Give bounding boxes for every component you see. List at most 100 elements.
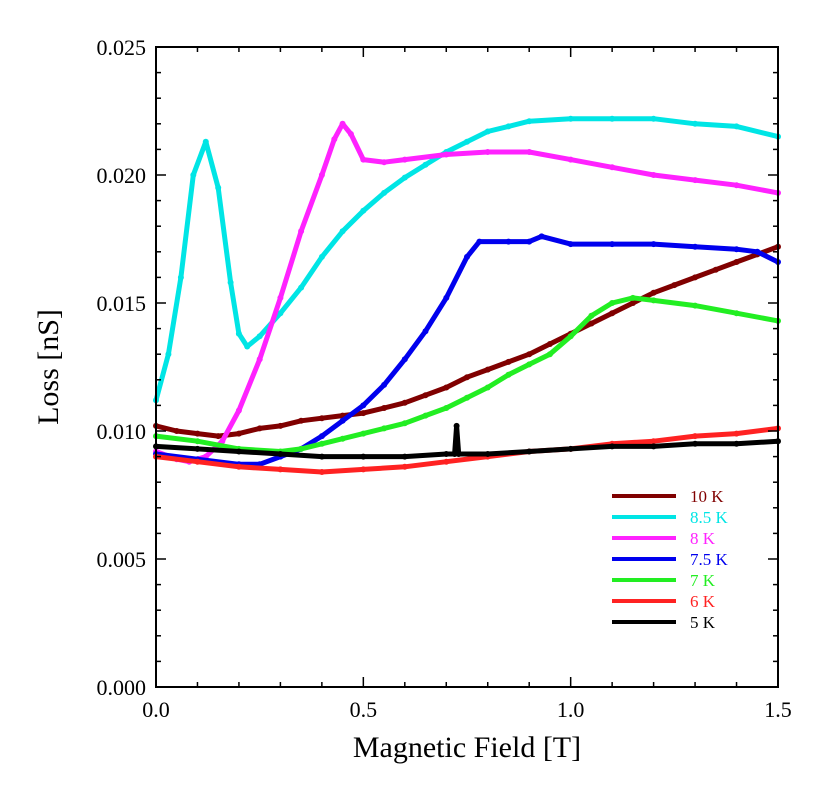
data-point	[235, 430, 242, 437]
legend-label: 6 K	[690, 592, 716, 611]
data-point	[219, 438, 226, 445]
data-point	[277, 466, 284, 473]
data-point	[484, 149, 491, 155]
data-point	[650, 438, 657, 445]
data-point	[194, 458, 201, 465]
legend-label: 7.5 K	[690, 550, 729, 569]
data-point	[339, 417, 346, 424]
legend-item: 6 K	[612, 592, 716, 611]
data-point	[538, 233, 545, 240]
data-point	[650, 172, 657, 178]
ticks-layer: 0.0 0.5 1.0 1.5 0.000 0.005 0.010 0.015 0.020 0.0…	[97, 35, 792, 722]
data-point	[318, 440, 325, 447]
data-point	[360, 207, 367, 214]
data-point	[464, 374, 470, 381]
data-point	[381, 159, 388, 166]
data-point	[692, 177, 699, 184]
data-point	[277, 294, 284, 301]
data-point	[298, 445, 305, 452]
data-point	[443, 451, 450, 457]
data-point	[318, 253, 325, 260]
data-point	[476, 238, 483, 245]
data-point	[360, 402, 367, 409]
data-point	[360, 410, 367, 417]
data-point	[609, 115, 616, 122]
data-point	[567, 115, 574, 122]
data-point	[215, 433, 222, 440]
legend-label: 8 K	[690, 529, 716, 548]
data-point	[227, 279, 234, 286]
data-point	[215, 184, 222, 191]
data-point	[360, 453, 367, 460]
data-point	[422, 161, 429, 168]
legend-item: 8 K	[612, 529, 716, 548]
data-point	[401, 174, 408, 181]
data-point	[177, 274, 184, 281]
data-point	[692, 433, 699, 440]
data-point	[650, 115, 657, 122]
data-point	[194, 430, 201, 437]
data-point	[650, 443, 657, 450]
legend-item: 7.5 K	[612, 550, 729, 569]
data-point	[733, 246, 740, 253]
data-point	[526, 238, 533, 245]
data-point	[650, 241, 657, 248]
x-tick-label: 1.0	[557, 697, 585, 722]
data-point	[443, 458, 450, 465]
legend-item: 8.5 K	[612, 508, 729, 527]
legend: 10 K 8.5 K 8 K 7.5 K 7 K 6 K 5 K	[612, 487, 729, 632]
data-point	[256, 425, 263, 432]
y-tick-label: 0.020	[97, 163, 147, 188]
data-point	[455, 451, 462, 457]
x-tick-label: 1.5	[764, 697, 792, 722]
data-point	[712, 266, 719, 273]
data-point	[692, 302, 699, 309]
data-point	[505, 123, 512, 130]
data-point	[505, 238, 512, 245]
legend-label: 5 K	[690, 613, 716, 632]
y-tick-label: 0.010	[97, 419, 147, 444]
data-point	[484, 366, 491, 373]
data-point	[194, 445, 201, 452]
data-point	[401, 356, 408, 363]
legend-label: 10 K	[690, 487, 724, 506]
data-point	[546, 341, 553, 347]
x-tick-label: 0.5	[350, 697, 378, 722]
y-tick-label: 0.025	[97, 35, 147, 60]
series-8-K	[153, 120, 781, 465]
data-point	[422, 328, 429, 335]
data-point	[235, 463, 242, 470]
data-point	[381, 405, 388, 411]
data-point	[733, 430, 740, 437]
data-point	[318, 469, 325, 475]
data-point	[443, 151, 450, 158]
series-layer	[153, 115, 781, 475]
data-point	[526, 351, 533, 358]
series-line	[153, 244, 781, 439]
series-line	[153, 425, 781, 475]
series-line	[153, 121, 781, 465]
x-axis-title: Magnetic Field [T]	[353, 731, 581, 764]
data-point	[567, 241, 574, 248]
y-tick-label: 0.015	[97, 291, 147, 316]
data-point	[650, 297, 657, 304]
data-point	[692, 274, 699, 281]
data-point	[464, 253, 470, 260]
data-point	[277, 451, 284, 457]
data-point	[464, 394, 470, 401]
legend-item: 5 K	[612, 613, 716, 632]
data-point	[526, 448, 533, 455]
data-point	[733, 310, 740, 317]
plot-frame	[155, 46, 779, 688]
legend-label: 7 K	[690, 571, 716, 590]
data-point	[381, 425, 388, 432]
data-point	[360, 430, 367, 437]
data-point	[733, 440, 740, 447]
data-point	[256, 356, 263, 363]
data-point	[505, 371, 512, 378]
data-point	[692, 120, 699, 127]
data-point	[298, 417, 305, 424]
legend-item: 10 K	[612, 487, 724, 506]
data-point	[588, 312, 595, 319]
data-point	[443, 405, 450, 411]
